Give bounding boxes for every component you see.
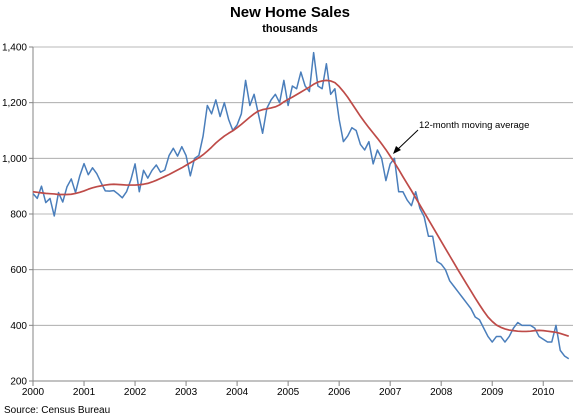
series-lines — [32, 51, 570, 360]
x-tick-label: 2007 — [379, 387, 402, 398]
y-tick-label: 1,400 — [2, 43, 27, 54]
x-tick-label: 2008 — [430, 387, 453, 398]
x-tick-label: 2005 — [277, 387, 300, 398]
y-tick-label: 600 — [10, 265, 27, 276]
gridlines — [33, 46, 573, 326]
y-tick-label: 200 — [10, 377, 27, 388]
y-axis-ticks: 200 400 600 800 1,000 1,200 1,400 — [2, 43, 33, 388]
y-tick-label: 1,200 — [2, 98, 27, 109]
x-tick-label: 2006 — [328, 387, 351, 398]
annotation-arrowhead — [393, 146, 401, 154]
y-tick-label: 800 — [10, 210, 27, 221]
annotation-arrow — [396, 129, 419, 151]
x-tick-label: 2004 — [226, 387, 249, 398]
y-tick-label: 1,000 — [2, 154, 27, 165]
series-line-monthly — [32, 51, 570, 360]
chart-title: New Home Sales — [230, 4, 350, 21]
x-tick-label: 2002 — [124, 387, 147, 398]
x-tick-label: 2003 — [175, 387, 198, 398]
annotation: 12-month moving average — [393, 120, 529, 154]
annotation-label: 12-month moving average — [419, 120, 529, 131]
x-tick-label: 2001 — [73, 387, 96, 398]
x-axis-ticks: 2000 2001 2002 2003 2004 2005 2006 2007 2008 2009… — [22, 381, 555, 398]
chart-subtitle: thousands — [262, 23, 318, 35]
x-tick-label: 2009 — [481, 387, 504, 398]
x-tick-label: 2000 — [22, 387, 45, 398]
y-tick-label: 400 — [10, 321, 27, 332]
x-tick-label: 2010 — [532, 387, 555, 398]
source-note: Source: Census Bureau — [4, 405, 110, 416]
series-line-moving-average — [32, 79, 570, 337]
axes — [32, 47, 573, 382]
